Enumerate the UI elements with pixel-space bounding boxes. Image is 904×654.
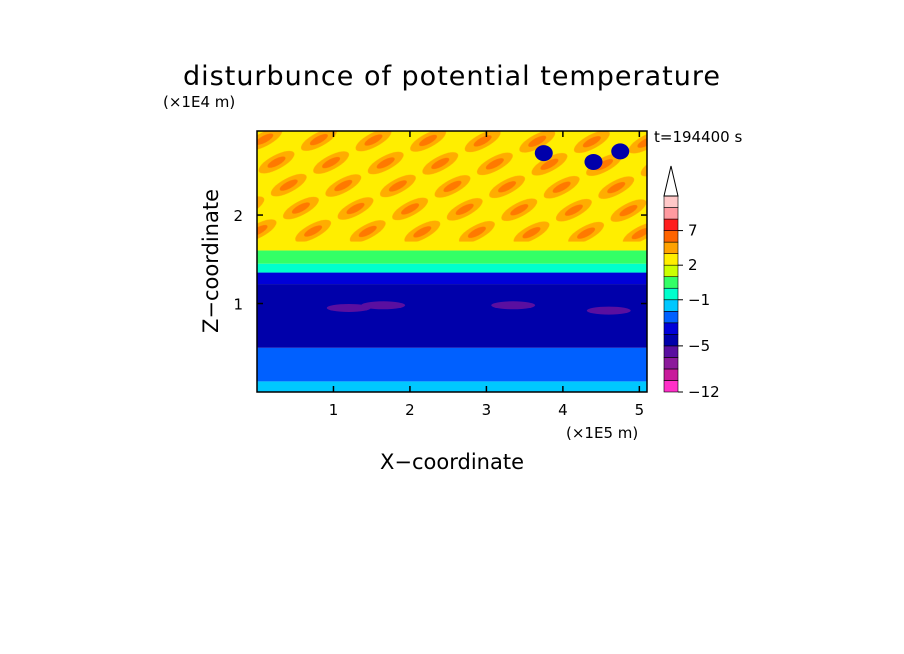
colorbar-label-4: −12	[688, 383, 720, 401]
x-tick-label-2: 3	[482, 401, 492, 419]
y-tick-label-0: 1	[233, 296, 243, 314]
colorbar-label-0: 7	[688, 222, 698, 240]
contour-band-5	[257, 250, 647, 264]
contour-feature-4	[361, 301, 406, 310]
colorbar-swatch-13	[663, 230, 679, 243]
x-tick-label-1: 2	[405, 401, 415, 419]
colorbar-label-3: −5	[688, 337, 710, 355]
colorbar-label-2: −1	[688, 291, 710, 309]
contour-band-4	[257, 263, 647, 273]
contour-band-3	[257, 272, 647, 285]
colorbar-swatch-2	[663, 357, 679, 370]
colorbar-swatch-10	[663, 264, 679, 278]
colorbar-swatch-3	[663, 345, 679, 358]
colorbar-swatch-12	[663, 241, 679, 254]
contour-feature-3	[326, 303, 371, 312]
colorbar-swatch-4	[663, 334, 679, 347]
colorbar-swatch-0	[663, 380, 679, 393]
contour-feature-6	[586, 306, 631, 315]
x-tick-label-3: 4	[558, 401, 568, 419]
contour-band-1	[257, 347, 647, 382]
contour-feature-5	[491, 301, 536, 310]
colorbar-swatch-7	[663, 299, 679, 312]
contour-feature-0	[584, 153, 603, 170]
colorbar: 7 2 −1 −5 −12	[663, 165, 720, 401]
contour-band-0	[257, 381, 647, 392]
colorbar-extend-arrow	[663, 165, 679, 197]
x-axis-ticks: 1 2 3 4 5	[329, 131, 644, 419]
contour-feature-1	[534, 145, 553, 162]
x-unit-label: (×1E5 m)	[566, 424, 638, 442]
contour-feature-2	[611, 143, 630, 160]
y-unit-label: (×1E4 m)	[163, 93, 235, 111]
colorbar-swatch-8	[663, 287, 679, 301]
colorbar-swatch-16	[663, 195, 679, 208]
x-tick-label-4: 5	[635, 401, 645, 419]
contour-field	[257, 131, 647, 392]
colorbar-swatch-9	[663, 276, 679, 289]
colorbar-swatch-6	[663, 310, 679, 324]
y-tick-label-1: 2	[233, 207, 243, 225]
colorbar-swatch-11	[663, 253, 679, 266]
colorbar-label-1: 2	[688, 256, 698, 274]
colorbar-swatch-1	[663, 368, 679, 381]
contour-band-2	[257, 284, 647, 348]
colorbar-swatch-15	[663, 207, 679, 220]
chart-title: disturbunce of potential temperature	[183, 61, 721, 92]
colorbar-swatch-14	[663, 218, 679, 231]
colorbar-swatch-5	[663, 322, 679, 335]
x-tick-label-0: 1	[329, 401, 339, 419]
y-axis-label: Z−coordinate	[199, 189, 223, 333]
wave-pattern	[257, 131, 647, 242]
time-label: t=194400 s	[654, 128, 742, 146]
x-axis-label: X−coordinate	[380, 450, 524, 474]
plot-frame	[256, 130, 648, 393]
y-axis-ticks: 12	[233, 207, 647, 314]
